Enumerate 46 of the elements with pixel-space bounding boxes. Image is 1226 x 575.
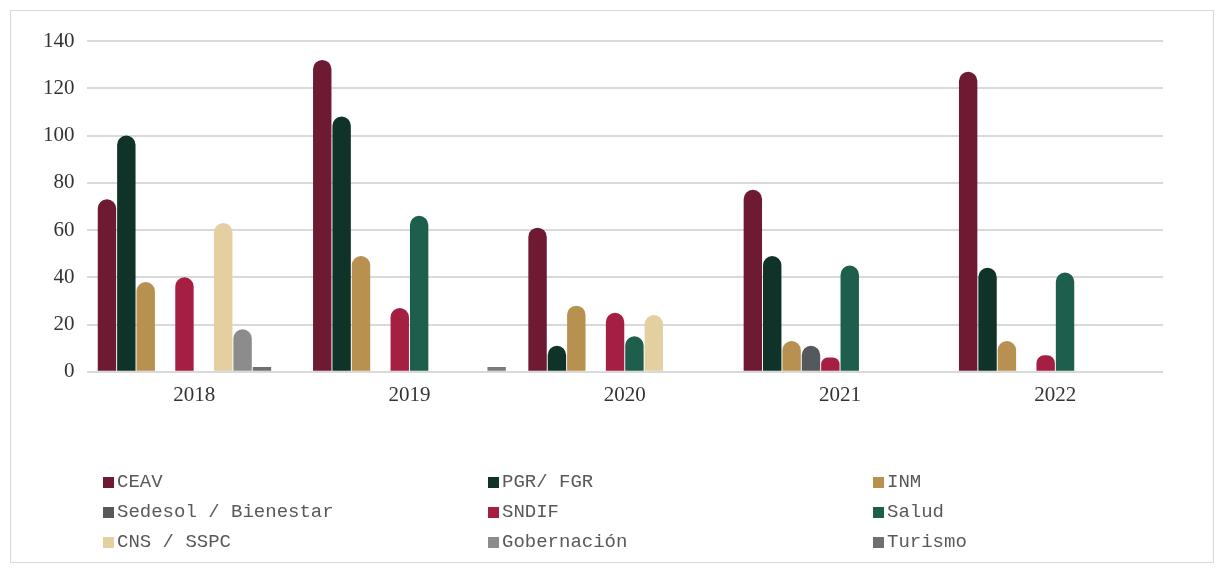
bar <box>136 282 155 371</box>
y-tick-label: 140 <box>43 27 75 52</box>
x-tick-label: 2018 <box>173 381 216 406</box>
bar <box>252 367 272 371</box>
bar <box>605 312 625 371</box>
x-tick-label: 2022 <box>1034 381 1077 406</box>
bar <box>214 222 233 371</box>
bar <box>117 135 136 371</box>
y-tick-label: 120 <box>43 74 75 99</box>
bar <box>644 315 664 371</box>
legend-label: CEAV <box>117 471 163 493</box>
legend-label: Turismo <box>887 531 967 553</box>
bar <box>528 227 547 371</box>
legend-label: Sedesol / Bienestar <box>117 501 334 523</box>
bar <box>313 59 332 371</box>
bar <box>390 308 409 371</box>
bar <box>351 256 371 371</box>
bar <box>958 71 978 371</box>
x-tick-label: 2021 <box>819 381 862 406</box>
x-tick-label: 2019 <box>388 381 431 406</box>
bar <box>978 267 997 371</box>
legend-label: INM <box>887 471 922 493</box>
legend-label: Salud <box>887 501 945 523</box>
y-tick-label: 80 <box>53 169 75 194</box>
bar <box>625 336 644 371</box>
y-tick-label: 20 <box>53 311 75 336</box>
y-tick-label: 40 <box>53 263 75 288</box>
bar <box>743 189 763 371</box>
y-tick-label: 60 <box>53 216 75 241</box>
bar <box>175 277 194 371</box>
bar <box>840 265 859 371</box>
bar <box>409 215 429 371</box>
legend-label: Gobernación <box>502 531 628 553</box>
bar <box>1055 272 1075 371</box>
legend-label: CNS / SSPC <box>117 531 232 553</box>
bar <box>332 116 351 371</box>
y-tick-label: 100 <box>43 122 75 147</box>
x-tick-label: 2020 <box>603 381 646 406</box>
bar <box>233 329 252 371</box>
bar <box>567 305 586 371</box>
bar <box>487 367 506 371</box>
y-tick-label: 0 <box>64 358 75 383</box>
legend-label: SNDIF <box>502 501 560 523</box>
bar <box>97 199 117 371</box>
legend-label: PGR/ FGR <box>502 471 594 493</box>
bar <box>763 256 782 371</box>
